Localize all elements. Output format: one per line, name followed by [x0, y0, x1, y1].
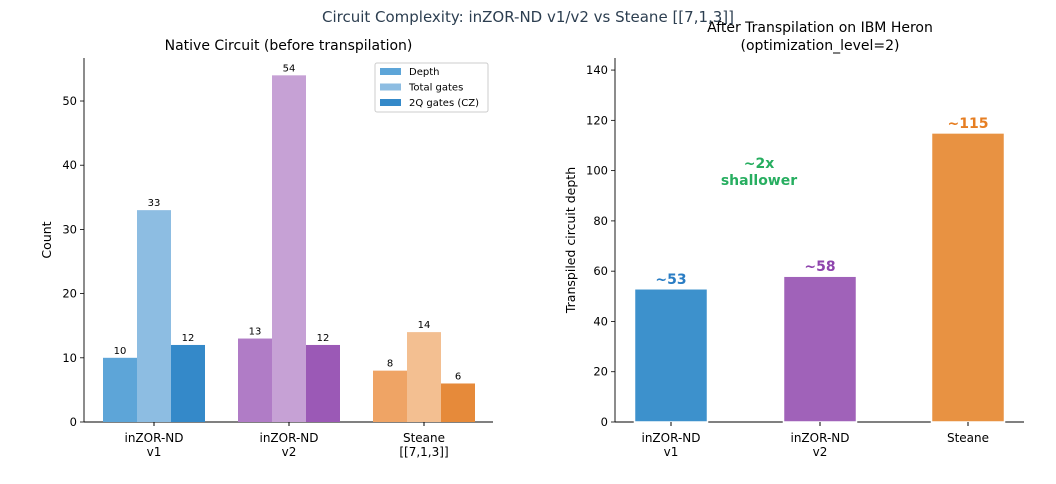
- figure-title: Circuit Complexity: inZOR-ND v1/v2 vs St…: [322, 8, 734, 26]
- left-chart-title: Native Circuit (before transpilation): [165, 38, 413, 54]
- right-y-tick-label: 80: [593, 214, 608, 228]
- legend-swatch: [380, 68, 401, 75]
- right-y-tick-label: 140: [586, 63, 608, 77]
- right-x-tick-label: inZOR-ND v1: [641, 431, 700, 459]
- left-y-tick-label: 50: [62, 94, 77, 108]
- legend-entry: 2Q gates (CZ): [409, 98, 479, 109]
- transpiled-depth-bar: [930, 132, 1006, 423]
- bar-data-label: 13: [249, 327, 262, 338]
- left-y-axis-label: Count: [39, 221, 54, 258]
- left-y-tick-label: 30: [62, 222, 77, 236]
- legend-swatch: [380, 99, 401, 106]
- right-y-tick-label: 100: [586, 164, 608, 178]
- bar-depth: [103, 357, 137, 422]
- right-y-tick-label: 40: [593, 314, 608, 328]
- left-x-tick-label: inZOR-ND v1: [124, 431, 183, 459]
- bar-depth: [238, 338, 272, 422]
- right-x-tick-label: inZOR-ND v2: [790, 431, 849, 459]
- left-y-tick-label: 10: [62, 351, 77, 365]
- bar-total-gates: [272, 75, 306, 422]
- bar-total-gates: [407, 332, 441, 422]
- right-y-tick-label: 120: [586, 113, 608, 127]
- left-y-tick-label: 20: [62, 287, 77, 301]
- bar-2q-gates-cz-: [171, 344, 205, 422]
- legend-entry: Depth: [409, 67, 439, 78]
- right-chart-title: After Transpilation on IBM Heron (optimiz…: [707, 20, 933, 54]
- left-x-tick-label: inZOR-ND v2: [259, 431, 318, 459]
- bar-data-label: 12: [317, 333, 330, 344]
- bar-2q-gates-cz-: [306, 344, 340, 422]
- left-legend: Depth Total gates 2Q gates (CZ): [374, 62, 489, 113]
- bar-data-label: ~53: [655, 272, 686, 288]
- right-y-tick-label: 0: [601, 415, 608, 429]
- bar-depth: [373, 370, 407, 422]
- right-y-tick-label: 60: [593, 264, 608, 278]
- bar-2q-gates-cz-: [441, 383, 475, 422]
- bar-data-label: 12: [182, 333, 195, 344]
- bar-data-label: 8: [387, 359, 393, 370]
- bar-data-label: ~115: [948, 116, 989, 132]
- legend-frame: [374, 62, 489, 113]
- annotation-text: ~2x shallower: [721, 156, 797, 189]
- left-x-tick-label: Steane [[7,1,3]]: [399, 431, 448, 459]
- bar-data-label: 54: [283, 63, 296, 74]
- transpiled-depth-bar: [782, 275, 858, 423]
- transpiled-depth-bar: [633, 288, 709, 423]
- left-y-tick-label: 40: [62, 158, 77, 172]
- bar-data-label: 33: [148, 198, 161, 209]
- legend-swatch: [380, 83, 401, 91]
- bar-data-label: 6: [455, 371, 461, 382]
- bar-data-label: ~58: [804, 259, 835, 275]
- right-y-axis-label: Transpiled circuit depth: [563, 167, 578, 314]
- right-y-tick-label: 20: [593, 365, 608, 379]
- bar-total-gates: [137, 210, 171, 422]
- legend-entry: Total gates: [408, 83, 463, 94]
- right-x-tick-label: Steane: [947, 431, 989, 445]
- left-y-tick-label: 0: [70, 415, 77, 429]
- bar-data-label: 10: [114, 346, 127, 357]
- bar-data-label: 14: [418, 320, 431, 331]
